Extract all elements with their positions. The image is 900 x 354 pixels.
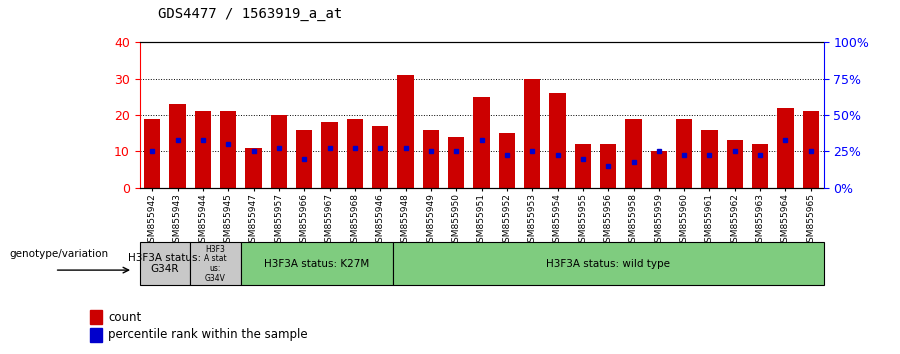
Bar	[524, 79, 540, 188]
Bar	[140, 242, 190, 285]
Text: H3F3A status: K27M: H3F3A status: K27M	[265, 259, 370, 269]
Bar	[246, 148, 262, 188]
Bar	[651, 152, 667, 188]
Bar	[397, 75, 414, 188]
Bar	[190, 242, 241, 285]
Text: count: count	[108, 311, 141, 324]
Bar	[778, 108, 794, 188]
Bar	[169, 104, 185, 188]
Bar	[499, 133, 515, 188]
Text: H3F3A status: wild type: H3F3A status: wild type	[546, 259, 670, 269]
Bar	[701, 130, 717, 188]
Bar	[90, 328, 103, 342]
Bar	[144, 119, 160, 188]
Bar	[423, 130, 439, 188]
Bar	[271, 115, 287, 188]
Text: H3F3
A stat
us:
G34V: H3F3 A stat us: G34V	[204, 245, 227, 283]
Bar	[241, 242, 392, 285]
Bar	[296, 130, 312, 188]
Bar	[372, 126, 389, 188]
Text: genotype/variation: genotype/variation	[9, 249, 108, 259]
Bar	[676, 119, 692, 188]
Bar	[726, 141, 743, 188]
Bar	[626, 119, 642, 188]
Text: GDS4477 / 1563919_a_at: GDS4477 / 1563919_a_at	[158, 7, 342, 21]
Bar	[448, 137, 464, 188]
Bar	[220, 112, 237, 188]
Bar	[752, 144, 769, 188]
Text: H3F3A status:
G34R: H3F3A status: G34R	[129, 253, 202, 274]
Bar	[574, 144, 591, 188]
Bar	[321, 122, 338, 188]
Bar	[473, 97, 490, 188]
Text: percentile rank within the sample: percentile rank within the sample	[108, 329, 308, 341]
Bar	[392, 242, 824, 285]
Bar	[90, 310, 103, 324]
Bar	[549, 93, 566, 188]
Bar	[346, 119, 363, 188]
Bar	[194, 112, 212, 188]
Bar	[803, 112, 819, 188]
Bar	[600, 144, 617, 188]
